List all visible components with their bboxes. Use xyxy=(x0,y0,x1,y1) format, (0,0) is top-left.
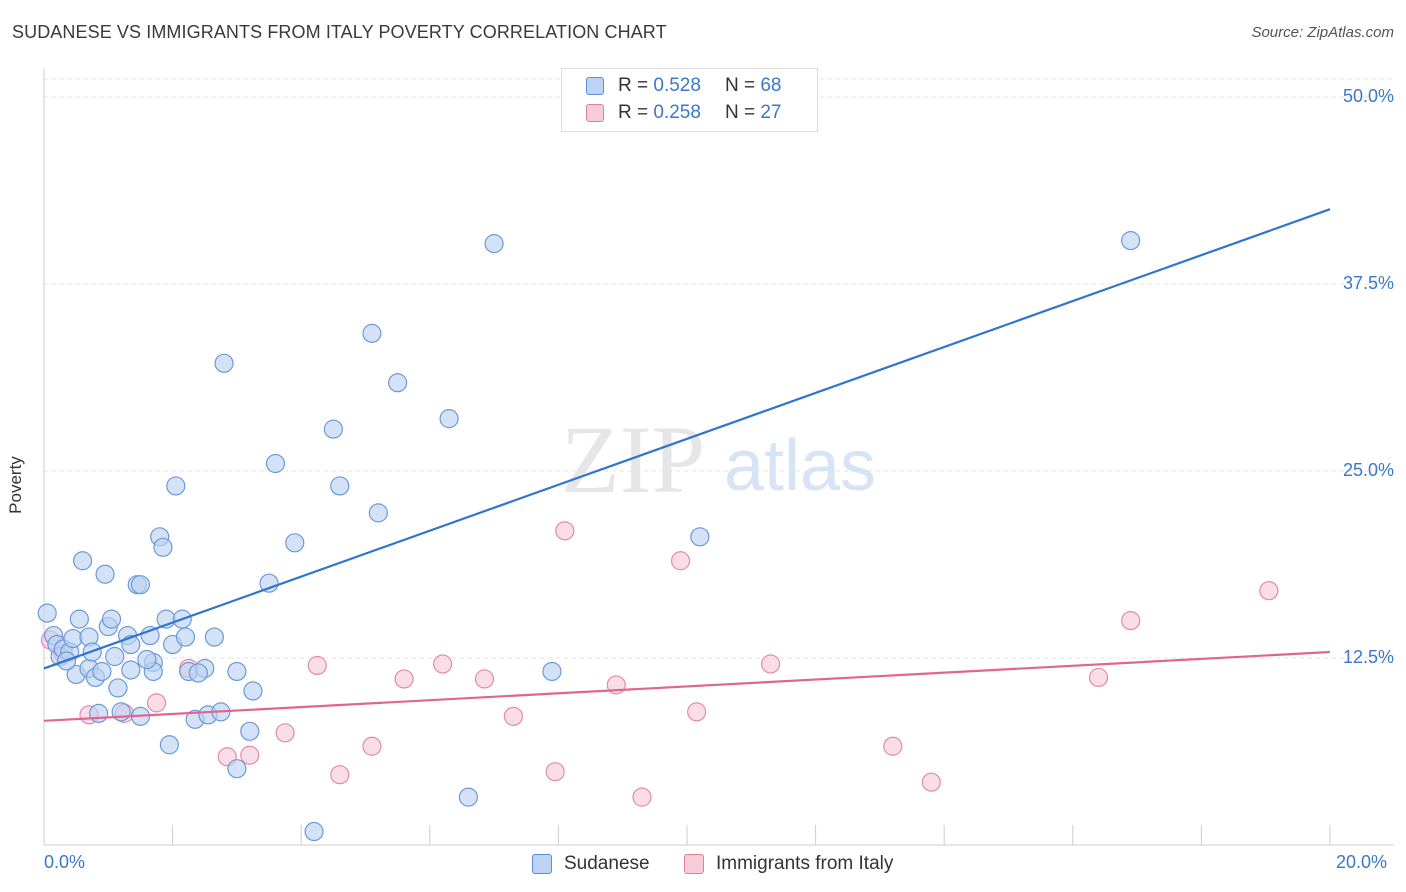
trendline-sudanese xyxy=(43,208,1331,670)
data-point-italy xyxy=(670,551,691,571)
data-point-italy xyxy=(394,669,414,689)
data-point-italy xyxy=(883,736,903,756)
data-point-sudanese xyxy=(323,419,343,439)
data-point-sudanese xyxy=(121,660,141,680)
data-point-italy xyxy=(1259,581,1279,601)
data-point-sudanese xyxy=(137,649,157,670)
y-tick-label: 25.0% xyxy=(1342,460,1394,480)
data-point-sudanese xyxy=(227,661,247,682)
data-point-italy xyxy=(921,772,941,792)
data-point-italy xyxy=(240,745,260,765)
legend-r-label: R = xyxy=(618,75,649,96)
data-point-sudanese xyxy=(188,663,208,683)
legend-bottom-label-italy: Immigrants from Italy xyxy=(716,853,894,874)
grid-lines xyxy=(44,78,1394,659)
data-point-sudanese xyxy=(37,603,57,623)
data-point-sudanese xyxy=(388,373,408,393)
legend-row-italy: R = 0.258 N = 27 xyxy=(586,101,781,125)
chart-title: SUDANESE VS IMMIGRANTS FROM ITALY POVERT… xyxy=(12,22,667,42)
x-tick-label-min: 0.0% xyxy=(44,852,86,872)
y-tick-label: 50.0% xyxy=(1342,86,1394,106)
legend-item-italy: Immigrants from Italy xyxy=(684,852,893,876)
data-point-sudanese xyxy=(175,627,196,647)
data-point-italy xyxy=(555,521,575,541)
trendline-italy xyxy=(43,650,1331,722)
data-point-italy xyxy=(275,723,295,743)
data-point-sudanese xyxy=(214,353,234,373)
legend-bottom-swatch-italy xyxy=(684,854,704,874)
data-point-sudanese xyxy=(69,609,89,629)
data-point-sudanese xyxy=(108,678,128,698)
data-point-sudanese xyxy=(458,787,478,807)
data-point-sudanese xyxy=(240,721,260,741)
data-point-sudanese xyxy=(484,234,504,254)
data-point-sudanese xyxy=(72,551,93,571)
data-point-italy xyxy=(307,655,327,676)
axes xyxy=(43,68,1394,846)
x-tick-label-max: 20.0% xyxy=(1336,852,1388,872)
data-point-italy xyxy=(503,706,523,726)
data-point-italy xyxy=(687,702,707,722)
data-point-italy xyxy=(760,654,781,674)
legend-bottom-label-sudanese: Sudanese xyxy=(564,853,650,874)
data-point-italy xyxy=(545,762,565,782)
data-point-italy xyxy=(330,765,350,785)
legend-r-label: R = xyxy=(618,102,649,123)
data-point-italy xyxy=(632,787,652,807)
legend-row-sudanese: R = 0.528 N = 68 xyxy=(586,74,781,98)
legend-bottom-swatch-sudanese xyxy=(532,854,552,874)
watermark-atlas: atlas xyxy=(724,426,876,506)
correlation-legend: R = 0.528 N = 68 R = 0.258 N = 27 xyxy=(561,68,818,132)
data-point-italy xyxy=(1088,667,1109,688)
data-point-italy xyxy=(362,736,382,756)
data-point-sudanese xyxy=(285,533,305,553)
legend-item-sudanese: Sudanese xyxy=(532,852,650,876)
data-point-italy xyxy=(433,654,453,674)
data-point-sudanese xyxy=(1121,231,1141,251)
data-point-sudanese xyxy=(690,527,710,547)
data-point-sudanese xyxy=(243,681,263,701)
legend-r-value: 0.258 xyxy=(653,102,701,123)
legend-r-value: 0.528 xyxy=(653,75,701,96)
y-tick-label: 37.5% xyxy=(1342,273,1394,293)
data-point-sudanese xyxy=(92,661,112,682)
legend-n-label: N = xyxy=(724,75,756,96)
data-point-italy xyxy=(1121,610,1141,631)
data-point-sudanese xyxy=(159,735,179,755)
watermark: ZIP atlas xyxy=(561,406,876,513)
data-point-sudanese xyxy=(304,821,324,842)
data-point-sudanese xyxy=(153,537,173,557)
legend-n-value: 68 xyxy=(760,75,782,96)
legend-n-value: 27 xyxy=(760,102,782,123)
data-point-sudanese xyxy=(204,627,224,647)
chart-source: Source: ZipAtlas.com xyxy=(1251,24,1394,41)
data-point-sudanese xyxy=(330,476,350,496)
data-point-sudanese xyxy=(101,609,122,629)
data-point-sudanese xyxy=(105,646,125,667)
legend-n-label: N = xyxy=(724,102,756,123)
data-point-sudanese xyxy=(130,575,151,595)
y-axis-label: Poverty xyxy=(6,456,25,514)
data-point-sudanese xyxy=(166,476,186,496)
data-point-sudanese xyxy=(368,503,388,523)
data-point-sudanese xyxy=(63,628,83,649)
data-point-sudanese xyxy=(542,661,562,682)
data-point-sudanese xyxy=(227,759,247,779)
data-point-sudanese xyxy=(265,453,286,474)
legend-swatch-italy xyxy=(586,104,604,122)
data-point-italy xyxy=(474,669,495,689)
data-point-sudanese xyxy=(259,573,279,593)
series-sudanese-points xyxy=(37,231,1141,842)
data-point-sudanese xyxy=(89,703,109,723)
data-point-sudanese xyxy=(95,564,115,584)
legend-swatch-sudanese xyxy=(586,77,604,95)
data-point-italy xyxy=(146,693,167,713)
y-tick-label: 12.5% xyxy=(1342,647,1394,667)
data-point-sudanese xyxy=(439,409,459,429)
trendlines xyxy=(43,208,1331,722)
watermark-zip: ZIP xyxy=(561,406,705,513)
data-point-sudanese xyxy=(111,702,131,722)
data-point-sudanese xyxy=(362,323,382,343)
